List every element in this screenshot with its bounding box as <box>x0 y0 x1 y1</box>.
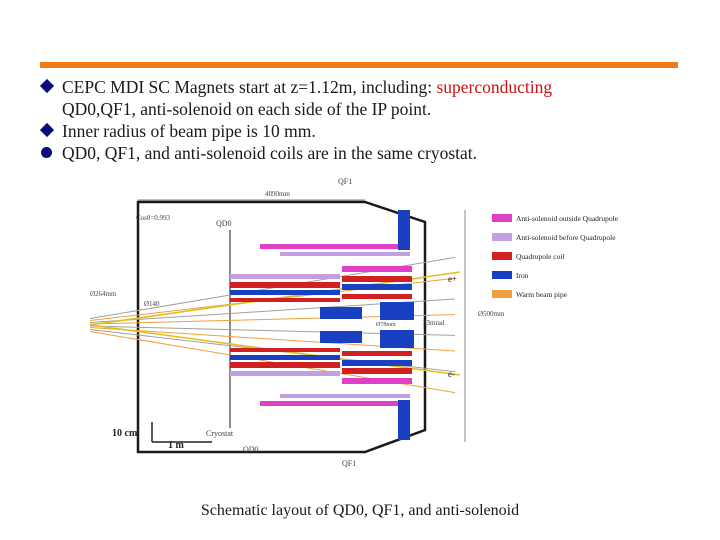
legend-label: Quadrupole coil <box>516 252 565 261</box>
qd0-iron <box>230 290 340 295</box>
bullet-list: CEPC MDI SC Magnets start at z=1.12m, in… <box>38 76 688 164</box>
label-dim-top: 4890mm <box>265 190 290 198</box>
legend-label: Warm beam pipe <box>516 290 568 299</box>
anti-solenoid-outer <box>260 401 410 406</box>
iron-inner-qf1 <box>380 330 414 348</box>
legend-label: Iron <box>516 271 529 280</box>
label-cryostat: Cryostat <box>206 429 234 438</box>
qf1-coil <box>342 276 412 282</box>
label-qd0-bottom: QD0 <box>243 445 259 454</box>
legend-swatch <box>492 290 512 298</box>
label-qd0-top: QD0 <box>216 219 232 228</box>
label-diameter-140: Ø140 <box>144 300 160 308</box>
qf1-coil-inner <box>342 351 412 356</box>
legend-label: Anti-solenoid before Quadrupole <box>516 233 616 242</box>
bullet-text: Inner radius of beam pipe is 10 mm. <box>62 121 316 141</box>
label-scale-10cm: 10 cm <box>112 428 138 439</box>
legend: Anti-solenoid outside Quadrupole Anti-sol… <box>492 214 619 299</box>
bullet-item-2: Inner radius of beam pipe is 10 mm. <box>38 120 688 142</box>
iron-inner <box>320 331 362 343</box>
qd0-coil-inner <box>230 348 340 352</box>
bullet-text: QD0, QF1, and anti-solenoid coils are in… <box>62 143 478 163</box>
legend-swatch <box>492 233 512 241</box>
bullet-text-continued: QD0,QF1, anti-solenoid on each side of t… <box>62 99 432 119</box>
qd0-coil <box>230 362 340 368</box>
anti-solenoid-before <box>230 371 340 376</box>
anti-solenoid-outside <box>342 266 412 272</box>
label-cos-theta: Cosθ=0.993 <box>136 214 170 222</box>
legend-swatch <box>492 271 512 279</box>
cryostat-outline <box>136 200 427 454</box>
label-33mrad: 33mrad <box>423 319 445 327</box>
anti-solenoid-before <box>230 274 340 279</box>
anti-solenoid-outside <box>342 378 412 384</box>
qf1-iron <box>342 360 412 366</box>
qd0-coil-inner <box>230 298 340 302</box>
bullet-text: CEPC MDI SC Magnets start at z=1.12m, in… <box>62 77 437 97</box>
qd0-coil <box>230 282 340 288</box>
circle-bullet-icon <box>41 147 52 158</box>
iron-inner-qf1 <box>380 302 414 320</box>
legend-label: Anti-solenoid outside Quadrupole <box>516 214 619 223</box>
label-e-plus: e+ <box>448 274 457 284</box>
anti-solenoid-mid <box>280 252 410 256</box>
iron-outer-bottom <box>398 400 410 440</box>
label-scale-1m: 1 m <box>168 440 185 451</box>
label-e-minus: e- <box>448 369 455 379</box>
legend-swatch <box>492 214 512 222</box>
legend-swatch <box>492 252 512 260</box>
label-diameter-500: Ø500mm <box>478 310 505 318</box>
figure-caption: Schematic layout of QD0, QF1, and anti-s… <box>200 502 520 519</box>
label-qf1-top: QF1 <box>338 177 352 186</box>
qf1-coil-inner <box>342 294 412 299</box>
qd0-iron <box>230 355 340 360</box>
iron-outer-top <box>398 210 410 250</box>
bullet-item-1: CEPC MDI SC Magnets start at z=1.12m, in… <box>38 76 688 120</box>
iron-inner <box>320 307 362 319</box>
magnet-layout-figure: 4890mm QF1 Cosθ=0.993 QD0 Ø264mm Ø140 e+… <box>80 170 680 480</box>
label-qf1-bottom: QF1 <box>342 459 356 468</box>
highlighted-text: superconducting <box>436 77 553 97</box>
qf1-coil <box>342 368 412 374</box>
diamond-bullet-icon <box>39 78 55 94</box>
label-diameter-78: Ø78mm <box>376 322 396 328</box>
magnet-blocks <box>230 210 414 440</box>
label-diameter-264: Ø264mm <box>90 290 117 298</box>
bullet-item-3: QD0, QF1, and anti-solenoid coils are in… <box>38 142 688 164</box>
anti-solenoid-mid <box>280 394 410 398</box>
schematic-svg: 4890mm QF1 Cosθ=0.993 QD0 Ø264mm Ø140 e+… <box>89 177 619 468</box>
diamond-bullet-icon <box>39 122 55 138</box>
anti-solenoid-outer <box>260 244 410 249</box>
title-rule <box>40 62 678 68</box>
qf1-iron <box>342 284 412 290</box>
